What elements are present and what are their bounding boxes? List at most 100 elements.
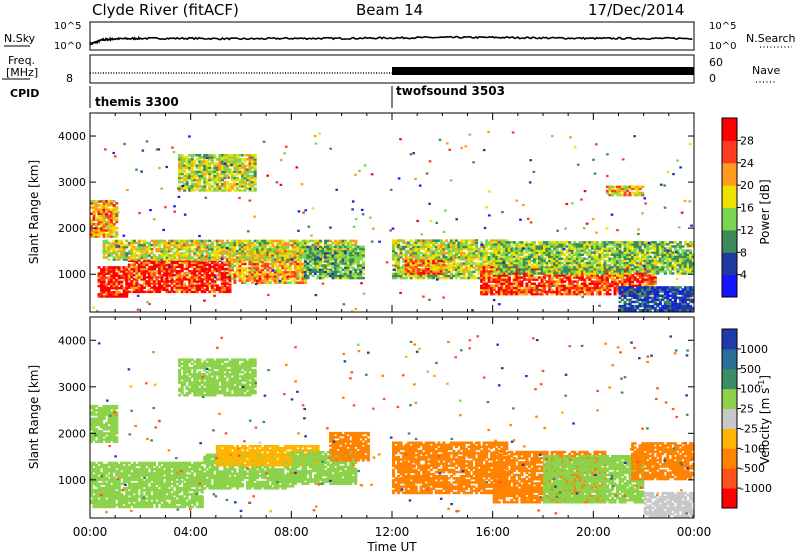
heatmap-cell bbox=[266, 266, 270, 270]
heatmap-cell bbox=[115, 250, 119, 253]
heatmap-cell bbox=[314, 245, 318, 249]
heatmap-cell bbox=[623, 251, 627, 254]
heatmap-cell bbox=[160, 239, 164, 243]
heatmap-cell bbox=[490, 286, 494, 290]
heatmap-cell bbox=[314, 266, 318, 269]
heatmap-cell bbox=[120, 282, 124, 286]
heatmap-cell bbox=[135, 276, 139, 279]
heatmap-cell bbox=[540, 280, 544, 283]
heatmap-cell bbox=[137, 250, 141, 253]
heatmap-cell bbox=[185, 286, 189, 289]
heatmap-cell bbox=[185, 274, 189, 277]
heatmap-cell bbox=[107, 272, 111, 275]
heatmap-cell bbox=[165, 276, 169, 279]
heatmap-cell bbox=[598, 259, 602, 263]
heatmap-cell bbox=[178, 263, 182, 267]
heatmap-cell bbox=[578, 257, 582, 261]
heatmap-cell bbox=[527, 249, 531, 252]
heatmap-cell bbox=[429, 272, 433, 275]
heatmap-cell bbox=[689, 265, 693, 269]
heatmap-cell bbox=[510, 268, 514, 271]
heatmap-cell bbox=[225, 271, 229, 275]
heatmap-cell bbox=[633, 272, 637, 275]
heatmap-cell bbox=[228, 245, 232, 249]
heatmap-cell bbox=[475, 268, 479, 271]
heatmap-cell bbox=[613, 272, 617, 275]
heatmap-cell bbox=[213, 284, 217, 287]
heatmap-cell bbox=[135, 274, 139, 277]
heatmap-cell bbox=[502, 243, 506, 247]
heatmap-cell bbox=[621, 278, 625, 281]
heatmap-cell bbox=[600, 272, 604, 275]
heatmap-cell bbox=[251, 266, 255, 270]
heatmap-cell bbox=[238, 266, 242, 270]
heatmap-cell bbox=[578, 261, 582, 265]
heatmap-cell bbox=[228, 260, 232, 264]
heatmap-cell bbox=[263, 264, 267, 268]
heatmap-cell bbox=[361, 272, 365, 276]
heatmap-cell bbox=[296, 275, 300, 278]
heatmap-cell bbox=[293, 279, 297, 282]
heatmap-cell bbox=[432, 276, 436, 280]
heatmap-cell bbox=[422, 263, 426, 267]
heatmap-cell bbox=[424, 241, 428, 244]
freq-left-tick: 8 bbox=[66, 72, 73, 85]
heatmap-cell bbox=[158, 267, 162, 271]
heatmap-cell bbox=[120, 284, 124, 288]
heatmap-cell bbox=[120, 274, 124, 277]
heatmap-cell bbox=[681, 272, 685, 275]
heatmap-cell bbox=[286, 258, 290, 261]
heatmap-cell bbox=[517, 263, 521, 267]
heatmap-cell bbox=[145, 263, 149, 267]
heatmap-cell bbox=[321, 247, 325, 251]
heatmap-cell bbox=[543, 249, 547, 252]
heatmap-cell bbox=[278, 258, 282, 261]
heatmap-cell bbox=[527, 274, 531, 277]
heatmap-cell bbox=[646, 282, 650, 285]
heatmap-cell bbox=[611, 284, 615, 288]
heatmap-cell bbox=[517, 245, 521, 248]
heatmap-cell bbox=[193, 252, 197, 255]
heatmap-cell bbox=[298, 254, 302, 257]
heatmap-cell bbox=[548, 270, 552, 273]
heatmap-cell bbox=[399, 251, 403, 255]
heatmap-cell bbox=[341, 268, 345, 271]
heatmap-cell bbox=[633, 284, 637, 288]
heatmap-cell bbox=[132, 241, 136, 245]
heatmap-cell bbox=[258, 241, 262, 245]
heatmap-cell bbox=[160, 267, 164, 271]
heatmap-cell bbox=[170, 274, 174, 277]
heatmap-cell bbox=[281, 248, 285, 251]
heatmap-cell bbox=[492, 247, 496, 250]
heatmap-cell bbox=[608, 286, 612, 290]
heatmap-cell bbox=[686, 257, 690, 261]
heatmap-cell bbox=[112, 241, 116, 245]
heatmap-cell bbox=[505, 241, 509, 244]
heatmap-cell bbox=[125, 243, 129, 247]
heatmap-cell bbox=[334, 260, 338, 263]
heatmap-cell bbox=[251, 245, 255, 249]
nave-right-tick-top: 60 bbox=[709, 56, 723, 69]
heatmap-cell bbox=[580, 272, 584, 275]
heatmap-cell bbox=[397, 241, 401, 244]
heatmap-cell bbox=[550, 280, 554, 283]
heatmap-cell bbox=[248, 279, 252, 282]
heatmap-cell bbox=[303, 262, 307, 265]
heatmap-cell bbox=[638, 241, 642, 244]
heatmap-cell bbox=[210, 248, 214, 251]
heatmap-cell bbox=[110, 274, 114, 277]
noise-left-tick-bottom: 10^0 bbox=[54, 41, 81, 52]
heatmap-cell bbox=[578, 245, 582, 248]
heatmap-cell bbox=[145, 267, 149, 271]
heatmap-cell bbox=[301, 281, 305, 284]
heatmap-cell bbox=[527, 272, 531, 275]
heatmap-cell bbox=[137, 267, 141, 271]
heatmap-cell bbox=[228, 254, 232, 257]
heatmap-cell bbox=[311, 249, 315, 253]
heatmap-cell bbox=[248, 268, 252, 272]
heatmap-cell bbox=[427, 274, 431, 278]
heatmap-cell bbox=[683, 270, 687, 273]
heatmap-cell bbox=[241, 254, 245, 257]
cpid-label: CPID bbox=[10, 87, 39, 100]
heatmap-cell bbox=[339, 254, 343, 257]
